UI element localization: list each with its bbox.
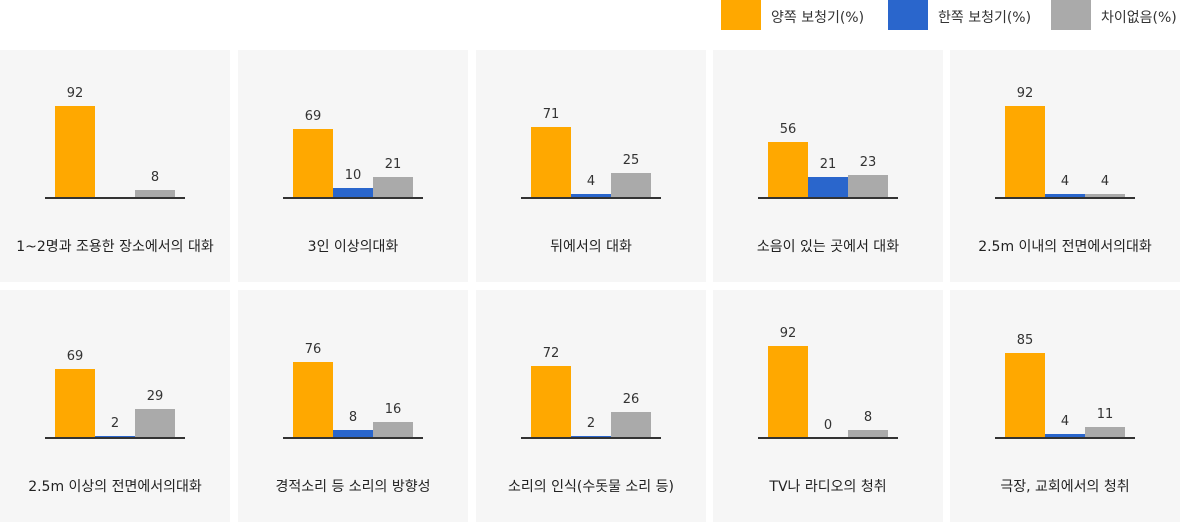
bar-value-label: 92 bbox=[1017, 86, 1034, 101]
bar-both bbox=[768, 142, 808, 198]
bar-both bbox=[55, 369, 95, 438]
bar-value-label: 71 bbox=[543, 107, 560, 122]
chart-panel: 56 21 23 소음이 있는 곳에서 대화 bbox=[713, 50, 943, 282]
bar-value-label: 92 bbox=[67, 86, 84, 101]
bar-none bbox=[1085, 194, 1125, 198]
bar-one bbox=[1045, 434, 1085, 438]
bar-value-label: 8 bbox=[151, 170, 159, 185]
bar-none bbox=[848, 175, 888, 198]
bar-one bbox=[808, 177, 848, 198]
bar-chart: 92 4 4 bbox=[995, 86, 1135, 199]
chart-panel: 76 8 16 경적소리 등 소리의 방향성 bbox=[238, 290, 468, 522]
chart-panel: 72 2 26 소리의 인식(수돗물 소리 등) bbox=[476, 290, 706, 522]
chart-title: 2.5m 이상의 전면에서의대화 bbox=[28, 479, 202, 495]
chart-title: 1~2명과 조용한 장소에서의 대화 bbox=[16, 239, 214, 255]
bar-none bbox=[611, 412, 651, 438]
bar-none bbox=[135, 409, 175, 438]
bar-value-label: 4 bbox=[1061, 174, 1069, 189]
bar-one bbox=[333, 188, 373, 198]
chart-title: 3인 이상의대화 bbox=[307, 239, 399, 255]
bar-value-label: 76 bbox=[305, 342, 322, 357]
bar-one bbox=[333, 430, 373, 438]
chart-panel: 71 4 25 뒤에서의 대화 bbox=[476, 50, 706, 282]
chart-panel: 92 8 1~2명과 조용한 장소에서의 대화 bbox=[0, 50, 230, 282]
bar-both bbox=[1005, 106, 1045, 198]
chart-panel: 85 4 11 극장, 교회에서의 청취 bbox=[950, 290, 1180, 522]
bar-chart: 69 10 21 bbox=[283, 109, 423, 199]
legend-label-one: 한쪽 보청기(%) bbox=[938, 10, 1032, 26]
bar-one bbox=[571, 194, 611, 198]
bar-value-label: 85 bbox=[1017, 333, 1034, 348]
bar-both bbox=[293, 129, 333, 198]
chart-panel: 92 0 8 TV나 라디오의 청취 bbox=[713, 290, 943, 522]
bar-chart: 72 2 26 bbox=[521, 346, 661, 439]
legend-label-both: 양쪽 보청기(%) bbox=[771, 10, 865, 26]
bar-chart: 85 4 11 bbox=[995, 333, 1135, 439]
chart-title: 경적소리 등 소리의 방향성 bbox=[275, 479, 431, 495]
bar-value-label: 23 bbox=[860, 155, 877, 170]
chart-panel: 69 2 29 2.5m 이상의 전면에서의대화 bbox=[0, 290, 230, 522]
legend-swatch-both bbox=[721, 0, 761, 30]
legend: 양쪽 보청기(%) 한쪽 보청기(%) 차이없음(%) bbox=[711, 0, 1181, 30]
bar-value-label: 2 bbox=[587, 416, 595, 431]
bar-none bbox=[848, 430, 888, 438]
chart-title: 소리의 인식(수돗물 소리 등) bbox=[508, 479, 674, 495]
bar-value-label: 16 bbox=[385, 402, 402, 417]
chart-title: 소음이 있는 곳에서 대화 bbox=[756, 239, 900, 255]
bar-value-label: 4 bbox=[1061, 414, 1069, 429]
bar-value-label: 0 bbox=[824, 418, 832, 433]
bar-both bbox=[531, 366, 571, 438]
bar-value-label: 8 bbox=[349, 410, 357, 425]
bar-both bbox=[1005, 353, 1045, 438]
chart-title: TV나 라디오의 청취 bbox=[769, 479, 887, 495]
legend-swatch-none bbox=[1051, 0, 1091, 30]
bar-both bbox=[531, 127, 571, 198]
bar-value-label: 11 bbox=[1097, 407, 1114, 422]
bar-value-label: 2 bbox=[111, 416, 119, 431]
legend-label-none: 차이없음(%) bbox=[1101, 10, 1177, 26]
bar-none bbox=[1085, 427, 1125, 438]
bar-both bbox=[293, 362, 333, 438]
bar-none bbox=[135, 190, 175, 198]
bar-value-label: 69 bbox=[305, 109, 322, 124]
bar-value-label: 10 bbox=[345, 168, 362, 183]
bar-value-label: 92 bbox=[780, 326, 797, 341]
bar-value-label: 72 bbox=[543, 346, 560, 361]
chart-panel: 69 10 21 3인 이상의대화 bbox=[238, 50, 468, 282]
bar-both bbox=[55, 106, 95, 198]
bar-chart: 92 0 8 bbox=[758, 326, 898, 439]
bar-both bbox=[768, 346, 808, 438]
bar-none bbox=[373, 422, 413, 438]
bar-value-label: 25 bbox=[623, 153, 640, 168]
bar-value-label: 29 bbox=[147, 389, 164, 404]
bar-value-label: 56 bbox=[780, 122, 797, 137]
chart-title: 극장, 교회에서의 청취 bbox=[1000, 479, 1130, 495]
bar-chart: 56 21 23 bbox=[758, 122, 898, 199]
chart-title: 뒤에서의 대화 bbox=[550, 239, 632, 255]
bar-value-label: 26 bbox=[623, 392, 640, 407]
bar-chart: 71 4 25 bbox=[521, 107, 661, 199]
chart-title: 2.5m 이내의 전면에서의대화 bbox=[978, 239, 1152, 255]
legend-swatch-one bbox=[888, 0, 928, 30]
bar-value-label: 21 bbox=[385, 157, 402, 172]
bar-value-label: 69 bbox=[67, 349, 84, 364]
bar-value-label: 4 bbox=[587, 174, 595, 189]
bar-value-label: 4 bbox=[1101, 174, 1109, 189]
bar-chart: 69 2 29 bbox=[45, 349, 185, 439]
bar-value-label: 21 bbox=[820, 157, 837, 172]
chart-panel: 92 4 4 2.5m 이내의 전면에서의대화 bbox=[950, 50, 1180, 282]
bar-none bbox=[611, 173, 651, 198]
bar-none bbox=[373, 177, 413, 198]
bar-value-label: 8 bbox=[864, 410, 872, 425]
bar-chart: 76 8 16 bbox=[283, 342, 423, 439]
bar-chart: 92 8 bbox=[45, 86, 185, 199]
bar-one bbox=[1045, 194, 1085, 198]
